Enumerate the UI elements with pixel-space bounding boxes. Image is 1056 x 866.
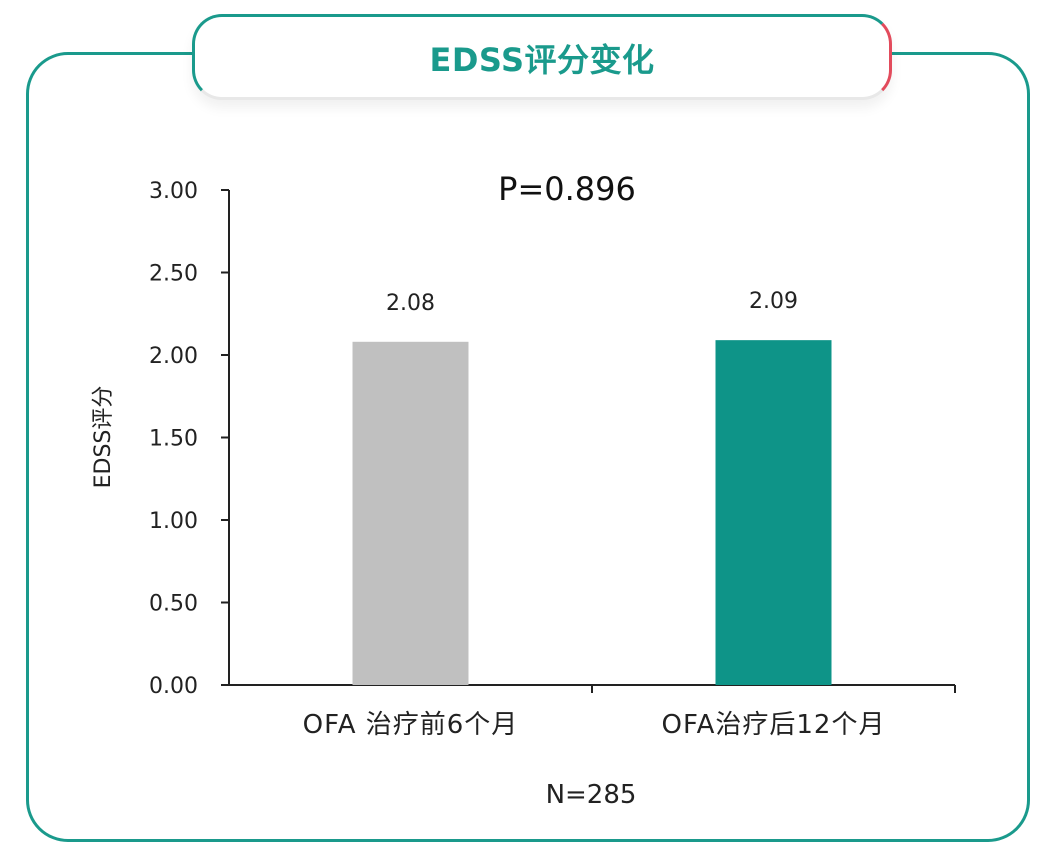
y-tick-label: 2.00	[149, 344, 198, 369]
y-axis-title: EDSS评分	[91, 386, 116, 489]
bar	[352, 341, 469, 685]
y-tick-label: 0.50	[149, 592, 198, 617]
data-label: 2.08	[386, 291, 435, 316]
chart-frame	[26, 52, 1030, 842]
data-label: 2.09	[749, 289, 798, 314]
y-tick-label: 2.50	[149, 262, 198, 287]
title-tab: EDSS评分变化	[192, 14, 892, 100]
x-category-label: OFA治疗后12个月	[662, 710, 886, 740]
p-value-annotation: P=0.896	[498, 170, 636, 208]
y-tick-label: 0.00	[149, 674, 198, 699]
y-tick-label: 3.00	[149, 179, 198, 204]
y-tick-label: 1.50	[149, 427, 198, 452]
y-tick-label: 1.00	[149, 509, 198, 534]
x-category-label: OFA 治疗前6个月	[303, 710, 519, 740]
sample-size-note: N=285	[546, 780, 637, 810]
bar	[715, 340, 832, 685]
page-title: EDSS评分变化	[429, 41, 655, 79]
